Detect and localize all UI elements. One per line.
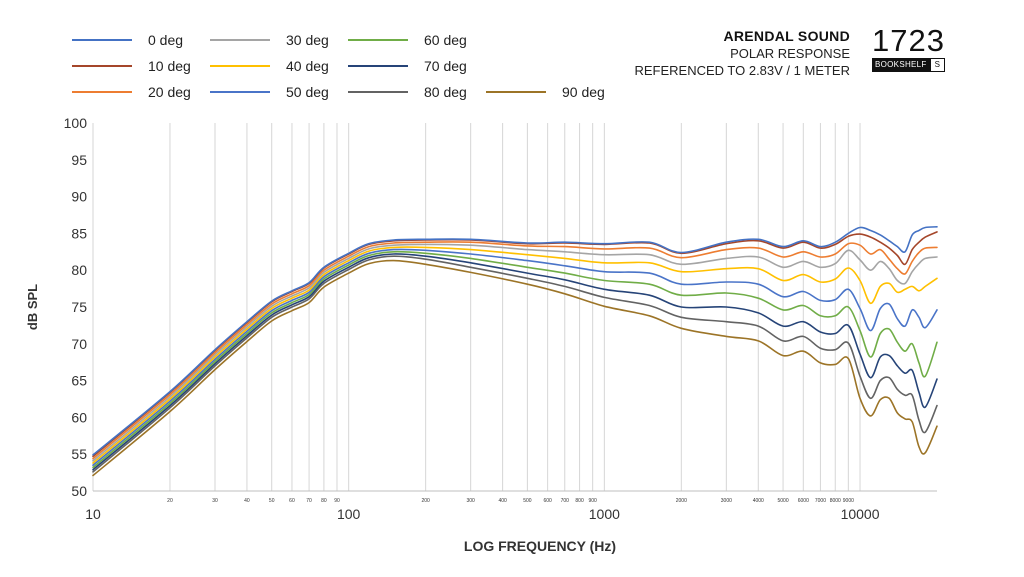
y-tick-label: 65 bbox=[71, 373, 87, 389]
series-line-90-deg bbox=[92, 259, 938, 477]
x-minor-tick-label: 9000 bbox=[843, 498, 854, 504]
x-minor-tick-label: 20 bbox=[167, 498, 173, 504]
legend-item: 0 deg bbox=[72, 30, 183, 50]
series-line-80-deg bbox=[92, 255, 938, 473]
legend-swatch bbox=[348, 65, 408, 67]
x-minor-tick-label: 500 bbox=[523, 498, 532, 504]
model-logo: 1723 BOOKSHELF S bbox=[872, 23, 945, 72]
y-tick-label: 90 bbox=[71, 189, 87, 205]
x-minor-tick-label: 60 bbox=[289, 498, 295, 504]
brand-block: ARENDAL SOUND POLAR RESPONSE REFERENCED … bbox=[530, 28, 850, 79]
x-minor-tick-label: 70 bbox=[306, 498, 312, 504]
x-minor-tick-label: 90 bbox=[334, 498, 340, 504]
x-minor-tick-label: 6000 bbox=[798, 498, 809, 504]
y-tick-label: 95 bbox=[71, 152, 87, 168]
legend-swatch bbox=[72, 39, 132, 41]
x-major-tick-label: 10 bbox=[85, 506, 101, 522]
legend-item: 30 deg bbox=[210, 30, 329, 50]
y-tick-label: 70 bbox=[71, 336, 87, 352]
series-line-50-deg bbox=[92, 248, 938, 466]
x-minor-tick-label: 700 bbox=[561, 498, 570, 504]
legend-item: 80 deg bbox=[348, 82, 467, 102]
x-major-tick-label: 1000 bbox=[589, 506, 620, 522]
x-axis-label: LOG FREQUENCY (Hz) bbox=[464, 538, 616, 554]
legend-label: 80 deg bbox=[424, 84, 467, 100]
legend-item: 40 deg bbox=[210, 56, 329, 76]
legend-label: 0 deg bbox=[148, 32, 184, 48]
series-line-30-deg bbox=[92, 243, 938, 462]
brand-subtitle: POLAR RESPONSE bbox=[730, 46, 850, 61]
legend-label: 40 deg bbox=[286, 58, 329, 74]
legend-item: 20 deg bbox=[72, 82, 191, 102]
legend-swatch bbox=[348, 39, 408, 41]
legend-swatch bbox=[486, 91, 546, 93]
legend-swatch bbox=[348, 91, 408, 93]
x-minor-tick-label: 2000 bbox=[676, 498, 687, 504]
legend-label: 90 deg bbox=[562, 84, 605, 100]
model-type: BOOKSHELF bbox=[872, 58, 930, 72]
legend-item: 60 deg bbox=[348, 30, 467, 50]
series-line-70-deg bbox=[92, 253, 938, 471]
legend-label: 10 deg bbox=[148, 58, 191, 74]
x-minor-tick-label: 40 bbox=[244, 498, 250, 504]
legend-item: 50 deg bbox=[210, 82, 329, 102]
x-axis: 10 100 1000 10000 20 30 40 50 60 70 80 90 200 300 400 5… bbox=[85, 498, 879, 522]
legend-item: 10 deg bbox=[72, 56, 191, 76]
x-minor-tick-label: 80 bbox=[321, 498, 327, 504]
series-line-20-deg bbox=[92, 241, 938, 460]
legend-swatch bbox=[210, 65, 270, 67]
legend-swatch bbox=[210, 91, 270, 93]
model-variant: S bbox=[929, 58, 945, 72]
y-tick-label: 55 bbox=[71, 446, 87, 462]
legend-label: 30 deg bbox=[286, 32, 329, 48]
x-minor-tick-label: 4000 bbox=[753, 498, 764, 504]
legend-label: 70 deg bbox=[424, 58, 467, 74]
y-tick-label: 80 bbox=[71, 262, 87, 278]
y-tick-label: 75 bbox=[71, 299, 87, 315]
data-series bbox=[92, 226, 938, 477]
x-major-tick-label: 10000 bbox=[841, 506, 880, 522]
x-major-tick-label: 100 bbox=[337, 506, 361, 522]
x-minor-tick-label: 400 bbox=[498, 498, 507, 504]
legend-item: 70 deg bbox=[348, 56, 467, 76]
x-minor-tick-label: 7000 bbox=[815, 498, 826, 504]
x-minor-tick-label: 8000 bbox=[830, 498, 841, 504]
x-minor-tick-label: 5000 bbox=[778, 498, 789, 504]
legend-label: 20 deg bbox=[148, 84, 191, 100]
x-minor-tick-label: 600 bbox=[543, 498, 552, 504]
legend-label: 60 deg bbox=[424, 32, 467, 48]
legend-swatch bbox=[72, 91, 132, 93]
series-line-0-deg bbox=[92, 226, 938, 456]
y-tick-label: 100 bbox=[64, 115, 88, 131]
x-minor-tick-label: 800 bbox=[575, 498, 584, 504]
brand-name: ARENDAL SOUND bbox=[723, 28, 850, 44]
x-minor-tick-label: 200 bbox=[421, 498, 430, 504]
legend-swatch bbox=[72, 65, 132, 67]
x-minor-tick-label: 900 bbox=[588, 498, 597, 504]
series-line-40-deg bbox=[92, 246, 938, 464]
model-number: 1723 bbox=[872, 23, 945, 58]
x-minor-tick-label: 30 bbox=[212, 498, 218, 504]
legend-label: 50 deg bbox=[286, 84, 329, 100]
series-line-60-deg bbox=[92, 250, 938, 469]
y-axis-label: dB SPL bbox=[25, 284, 40, 330]
y-tick-label: 60 bbox=[71, 409, 87, 425]
y-axis: 50 55 60 65 70 75 80 85 90 95 100 bbox=[64, 115, 88, 499]
x-minor-tick-label: 3000 bbox=[721, 498, 732, 504]
model-badge: BOOKSHELF S bbox=[872, 58, 945, 72]
y-tick-label: 50 bbox=[71, 483, 87, 499]
chart-legend: 0 deg 10 deg 20 deg 30 deg 40 deg 50 deg 60 de… bbox=[72, 30, 632, 110]
y-tick-label: 85 bbox=[71, 225, 87, 241]
brand-reference: REFERENCED TO 2.83V / 1 METER bbox=[634, 63, 850, 78]
grid-lines bbox=[92, 123, 861, 491]
x-minor-tick-label: 300 bbox=[466, 498, 475, 504]
legend-swatch bbox=[210, 39, 270, 41]
x-minor-tick-label: 50 bbox=[269, 498, 275, 504]
legend-item: 90 deg bbox=[486, 82, 605, 102]
